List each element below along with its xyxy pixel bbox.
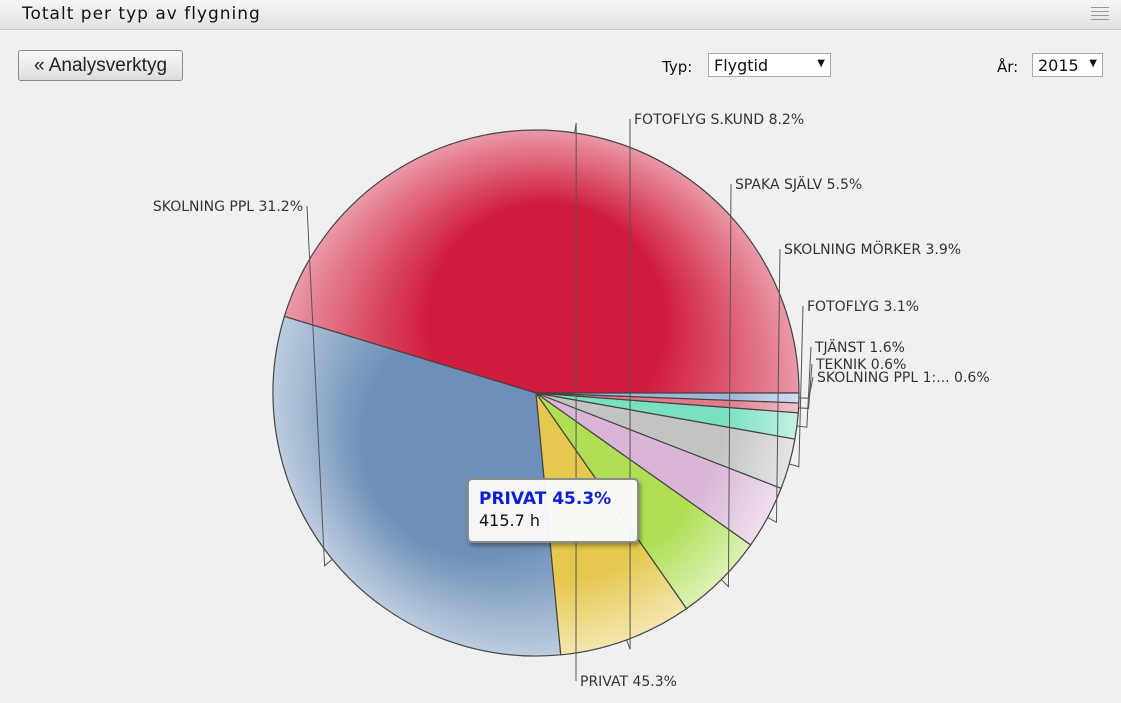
tooltip-name: PRIVAT 45.3% [479, 489, 612, 509]
back-to-analysis-button[interactable]: « Analysverktyg [18, 50, 183, 81]
label-connector [767, 248, 781, 524]
slice-label-skolning-m-rker: SKOLNING MÖRKER 3.9% [784, 240, 961, 258]
label-connector [721, 183, 732, 588]
slice-label-privat: PRIVAT 45.3% [580, 674, 677, 690]
slice-tooltip: PRIVAT 45.3% 415.7 h [467, 478, 639, 543]
menu-lines-icon[interactable] [1091, 7, 1109, 21]
label-connector [626, 118, 631, 650]
year-select[interactable]: 2015 ▼ [1032, 53, 1103, 77]
pie-slice-skolning-ppl[interactable] [272, 315, 562, 657]
chart-title: Totalt per typ av flygning [22, 4, 261, 24]
label-connector [796, 346, 812, 428]
pie-slice-privat[interactable] [283, 129, 800, 394]
type-select[interactable]: Flygtid ▼ [708, 53, 831, 77]
slice-label-teknik: TEKNIK 0.6% [815, 357, 906, 373]
title-bar: Totalt per typ av flygning [0, 0, 1121, 30]
chevron-down-icon: ▼ [1089, 58, 1097, 69]
slice-label-skolning-ppl: SKOLNING PPL 31.2% [153, 199, 303, 215]
label-connector [306, 205, 333, 567]
tooltip-value: 415.7 h [479, 511, 541, 530]
type-select-value: Flygtid [714, 56, 769, 75]
year-label: År: [997, 58, 1019, 76]
label-connector [789, 305, 804, 468]
type-label: Typ: [662, 58, 693, 76]
slice-label-fotoflyg: FOTOFLYG 3.1% [807, 299, 919, 315]
slice-label-spaka-sj-lv: SPAKA SJÄLV 5.5% [735, 175, 862, 193]
label-connector [798, 363, 813, 409]
slice-label-tj-nst: TJÄNST 1.6% [814, 338, 905, 356]
slice-label-skolning-ppl-1: SKOLNING PPL 1:... 0.6% [817, 370, 990, 386]
year-select-value: 2015 [1038, 56, 1079, 75]
pie-slice-skolning-ppl-1[interactable] [535, 392, 800, 404]
chevron-down-icon: ▼ [817, 58, 825, 69]
label-connector [798, 376, 814, 399]
slice-label-fotoflyg-s-kund: FOTOFLYG S.KUND 8.2% [634, 112, 804, 128]
